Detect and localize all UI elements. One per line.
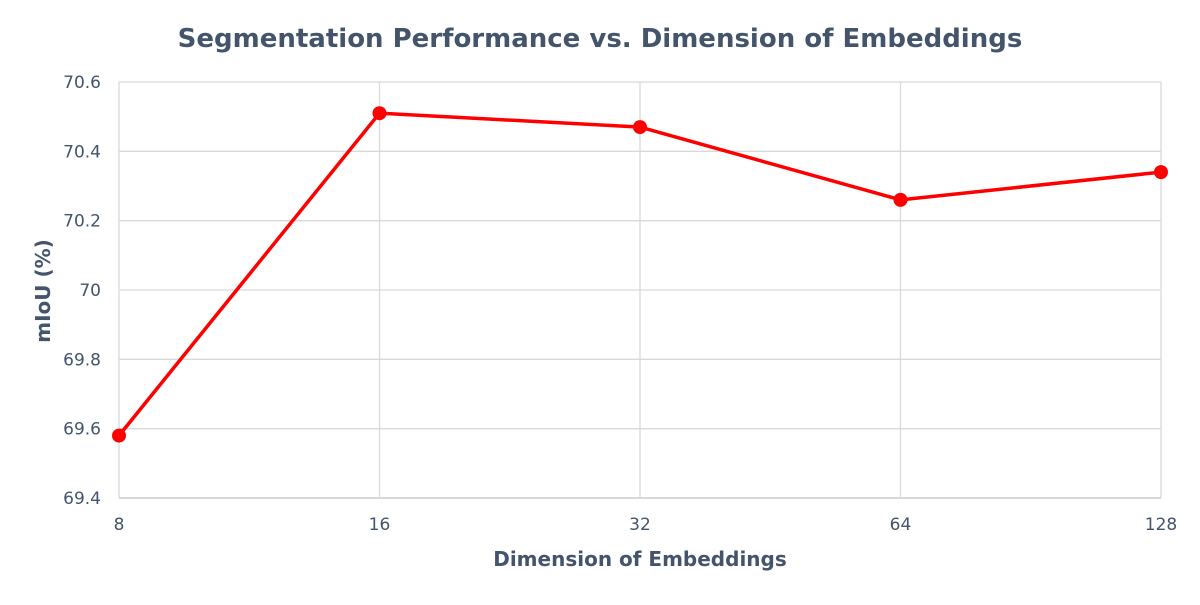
y-tick-labels: 69.4 69.6 69.8 70 70.2 70.4 70.6 [63,73,101,509]
x-tick-label: 64 [890,515,912,535]
x-tick-label: 16 [369,515,391,535]
y-tick-label: 69.8 [63,350,101,370]
gridlines [118,81,1162,499]
chart-title: Segmentation Performance vs. Dimension o… [178,24,1023,54]
y-axis-title: mIoU (%) [31,239,55,343]
x-tick-label: 128 [1145,515,1177,535]
x-tick-labels: 8 16 32 64 128 [114,515,1178,535]
y-tick-label: 70.6 [63,73,101,93]
data-point [633,120,647,135]
y-tick-label: 70.4 [63,142,101,162]
y-tick-label: 69.6 [63,420,101,440]
series-group [112,106,1168,443]
x-axis-title: Dimension of Embeddings [493,547,787,571]
data-point [893,192,908,207]
data-point [372,106,387,121]
y-tick-label: 69.4 [63,489,101,509]
data-point [112,428,126,443]
x-tick-label: 32 [629,515,651,535]
y-tick-label: 70.2 [63,212,101,232]
y-tick-label: 70 [79,281,101,301]
data-point [1154,165,1168,180]
x-tick-label: 8 [114,515,125,535]
